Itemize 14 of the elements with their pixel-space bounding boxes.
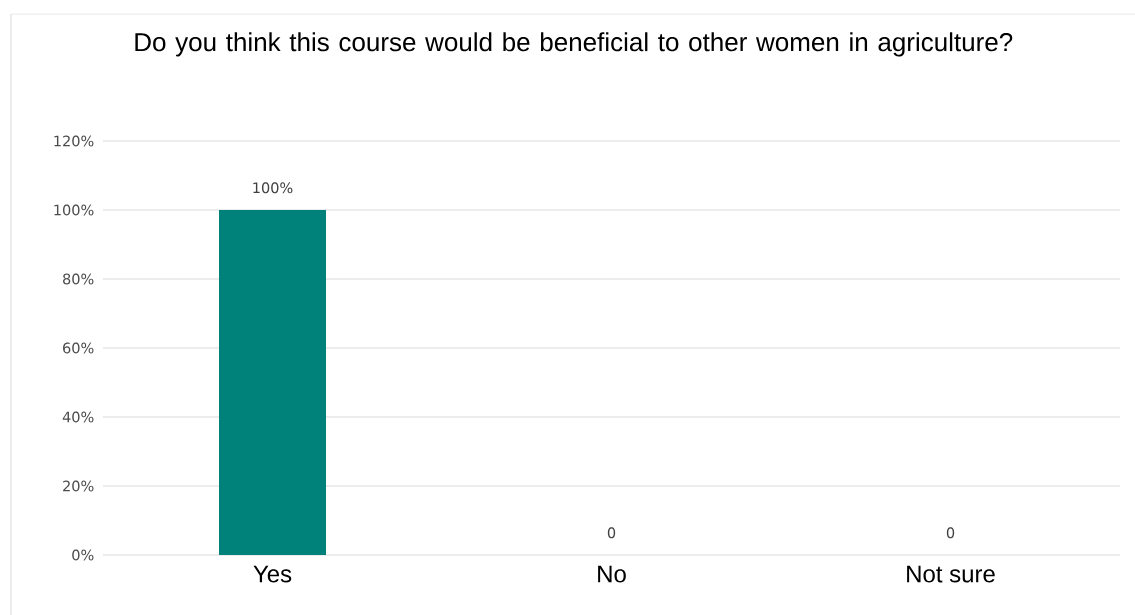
- data-label: 0: [607, 527, 616, 539]
- data-label: 0: [946, 527, 955, 539]
- y-tick-label: 120%: [54, 135, 94, 147]
- data-label: 100%: [253, 182, 293, 194]
- x-tick-label: No: [598, 565, 626, 583]
- y-tick-label: 80%: [63, 273, 94, 285]
- y-tick-label: 60%: [63, 342, 94, 354]
- y-tick-label: 0%: [72, 549, 94, 561]
- y-tick-label: 20%: [63, 480, 94, 492]
- x-tick-label: Yes: [253, 565, 292, 583]
- y-tick-label: 40%: [62, 411, 94, 423]
- chart-title: Do you think this course would be beneficial to other women in agriculture?: [135, 32, 1013, 57]
- y-tick-label: 100%: [54, 204, 94, 216]
- x-tick-label: Not sure: [907, 565, 995, 583]
